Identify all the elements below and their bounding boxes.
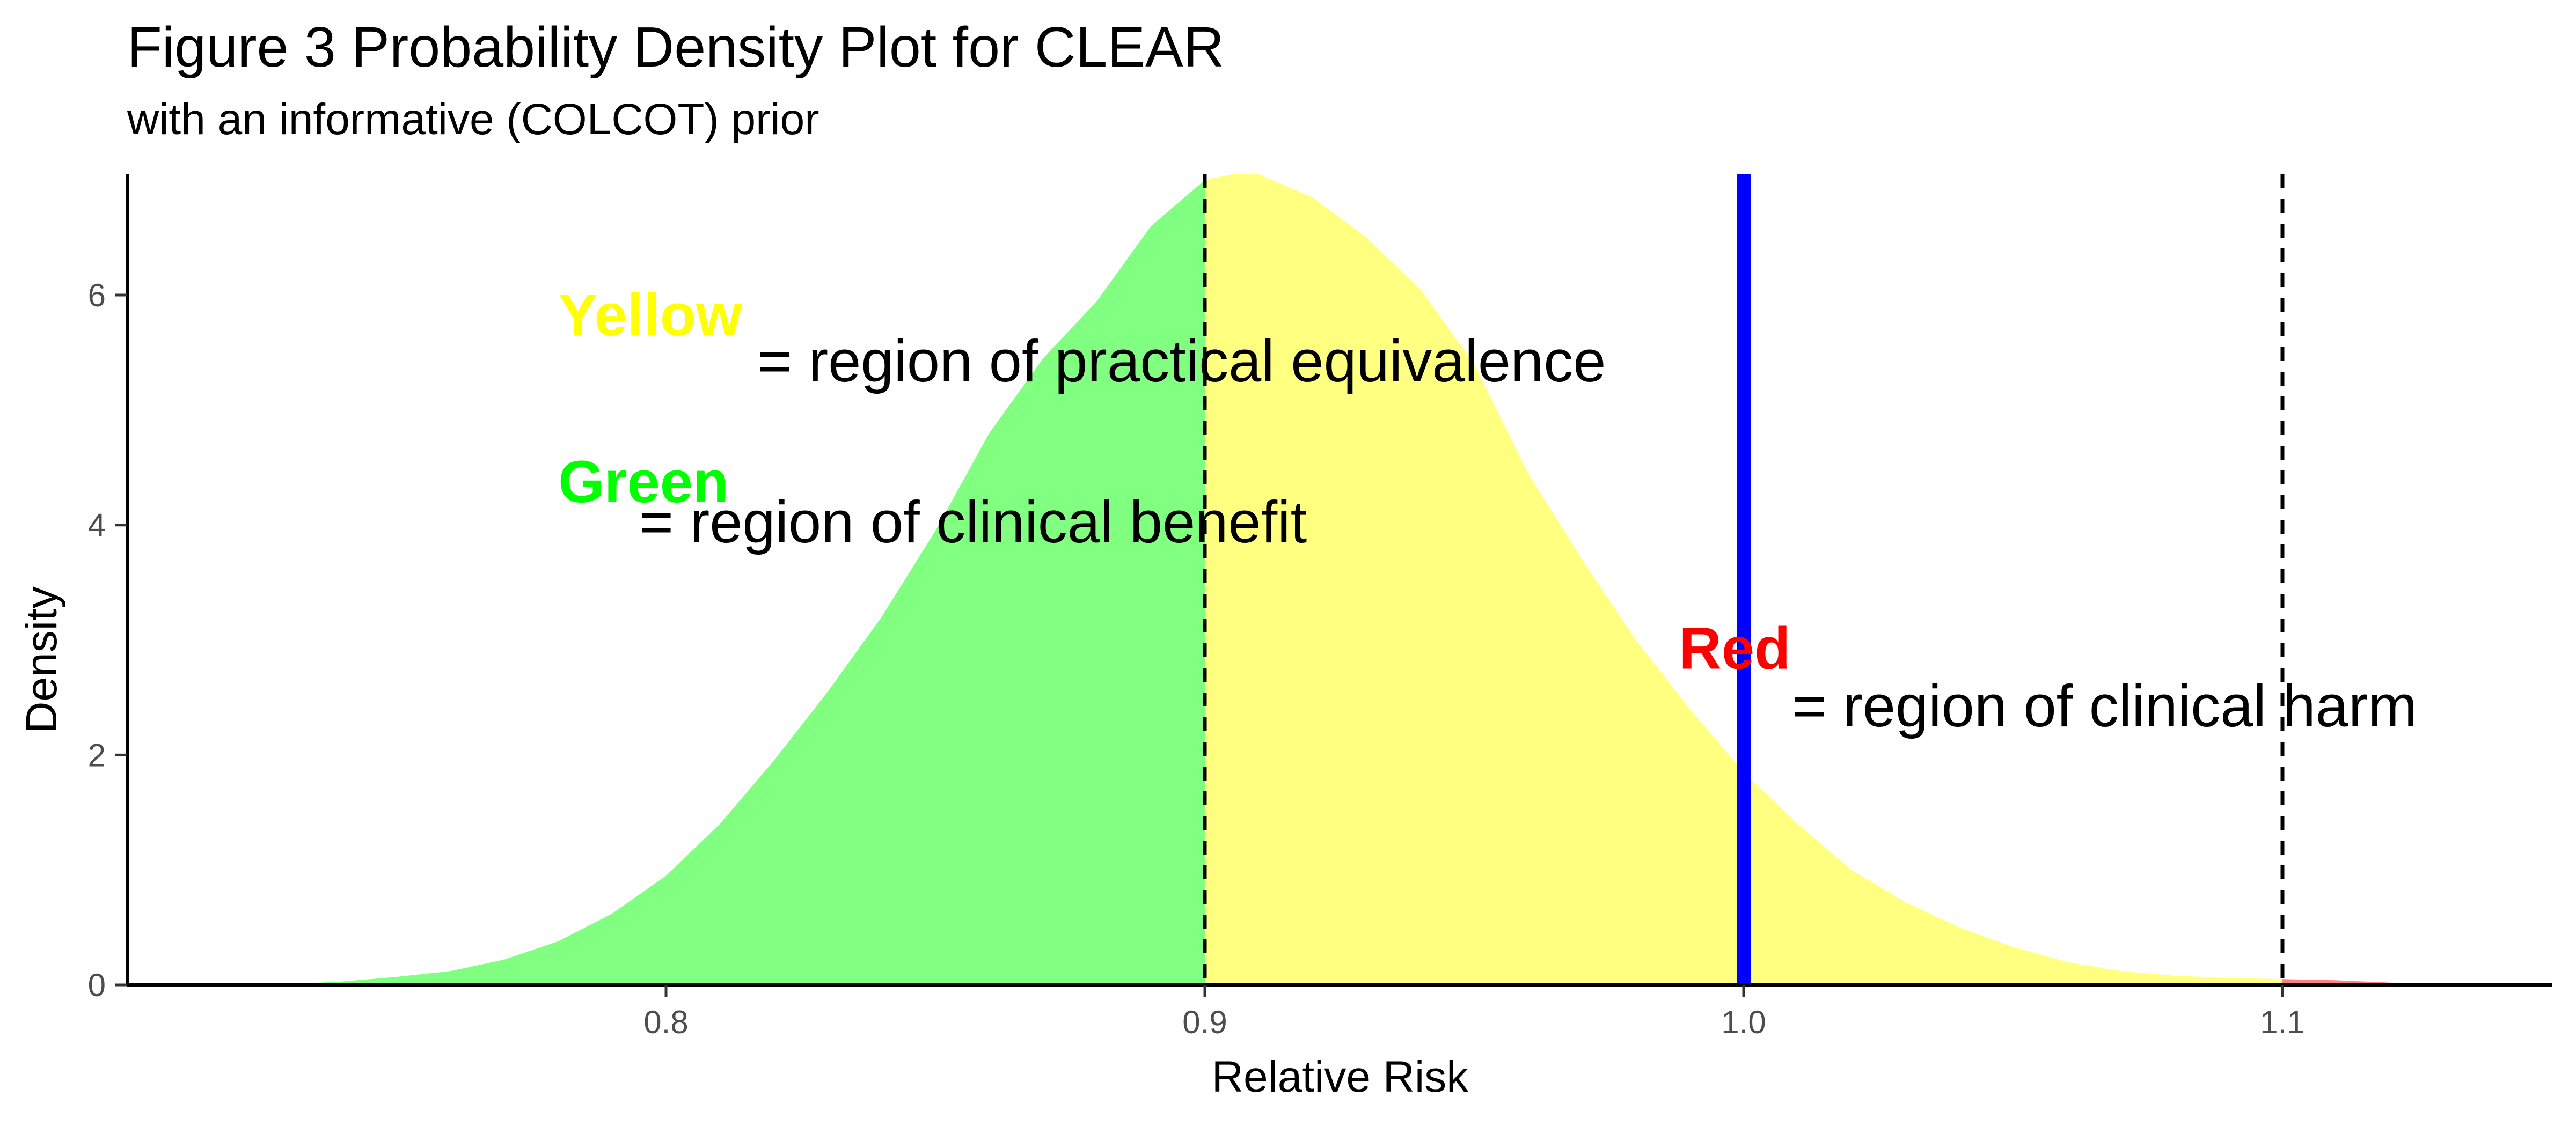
x-axis-ticks: 0.8 0.9 1.0 1.1 (643, 985, 2305, 1040)
x-tick-label: 0.8 (643, 1004, 688, 1040)
chart-subtitle: with an informative (COLCOT) prior (127, 95, 819, 144)
annotation-key-green: Green (558, 449, 729, 515)
region-red (2282, 174, 2417, 985)
y-axis-title: Density (17, 586, 66, 733)
x-axis-title: Relative Risk (1212, 1053, 1469, 1101)
x-tick-label: 1.0 (1721, 1004, 1766, 1040)
density-regions (273, 174, 2417, 985)
dashed-lines (1203, 174, 2285, 985)
annotation-text-yellow: = region of practical equivalence (758, 328, 1606, 394)
x-tick-label: 0.9 (1182, 1004, 1227, 1040)
y-tick-label: 0 (88, 967, 106, 1003)
annotation-key-yellow: Yellow (558, 282, 742, 348)
annotation-key-red: Red (1679, 616, 1791, 682)
annotation-text-red: = region of clinical harm (1792, 673, 2417, 739)
y-tick-label: 2 (88, 737, 106, 773)
plot-area: 0.8 0.9 1.0 1.1 0 2 4 6 Yellow= region of prac… (88, 174, 2552, 1040)
y-tick-label: 6 (88, 277, 106, 313)
annotation-text-green: = region of clinical benefit (639, 489, 1307, 555)
y-tick-label: 4 (88, 507, 106, 543)
x-tick-label: 1.1 (2260, 1004, 2304, 1040)
y-axis-ticks: 0 2 4 6 (88, 277, 127, 1003)
annotations: Yellow= region of practical equivalence G… (558, 282, 2417, 739)
chart-title: Figure 3 Probability Density Plot for CL… (127, 16, 1224, 79)
